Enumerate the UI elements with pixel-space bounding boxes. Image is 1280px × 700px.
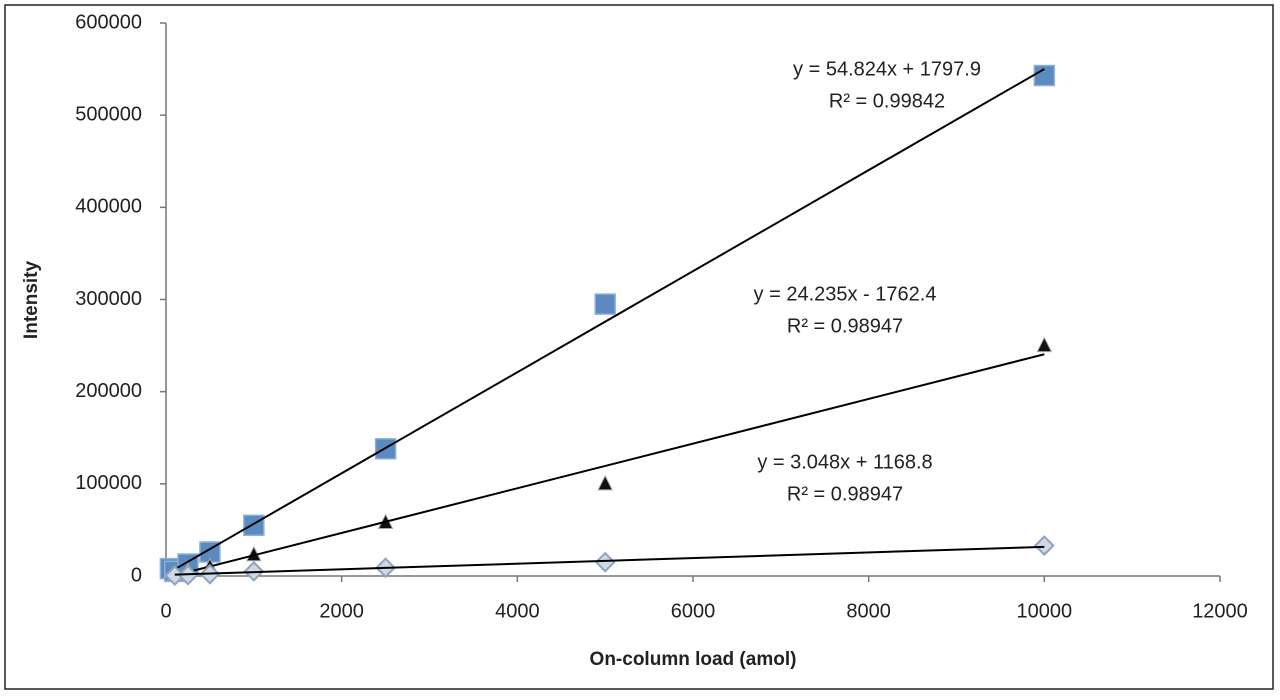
trendline	[169, 68, 1045, 573]
marker-triangle	[597, 474, 613, 491]
marker-diamond	[594, 551, 616, 573]
y-tick-label: 300000	[75, 288, 142, 310]
trendline-equation: y = 3.048x + 1168.8	[757, 451, 932, 473]
chart-frame	[4, 4, 1274, 690]
trendline-r2: R² = 0.98947	[787, 315, 903, 337]
marker-triangle	[1036, 336, 1053, 353]
x-tick-label: 2000	[319, 600, 364, 622]
x-tick-label: 4000	[495, 600, 540, 622]
y-tick-label: 0	[131, 564, 142, 586]
y-axis-title: Intensity	[21, 261, 42, 340]
x-tick-label: 8000	[846, 600, 891, 622]
y-tick-label: 400000	[75, 196, 142, 218]
trendline	[174, 545, 1045, 576]
x-axis-title: On-column load (amol)	[590, 649, 797, 670]
y-tick-label: 100000	[75, 472, 142, 494]
trendline	[174, 353, 1045, 577]
trendline-equation: y = 24.235x - 1762.4	[754, 283, 937, 305]
trendline-r2: R² = 0.98947	[787, 483, 903, 505]
x-tick-label: 6000	[671, 600, 716, 622]
trendline-equation: y = 54.824x + 1797.9	[793, 58, 981, 80]
x-tick-label: 12000	[1192, 600, 1248, 622]
marker-square	[1033, 64, 1056, 87]
x-tick-label: 10000	[1017, 600, 1073, 622]
y-tick-label: 200000	[75, 380, 142, 402]
x-tick-label: 0	[160, 600, 171, 622]
marker-square	[594, 293, 616, 315]
y-tick-label: 500000	[75, 103, 142, 125]
y-tick-label: 600000	[75, 11, 142, 33]
marker-diamond	[1033, 535, 1055, 556]
trendline-r2: R² = 0.99842	[829, 90, 945, 112]
marker-square	[243, 514, 265, 537]
